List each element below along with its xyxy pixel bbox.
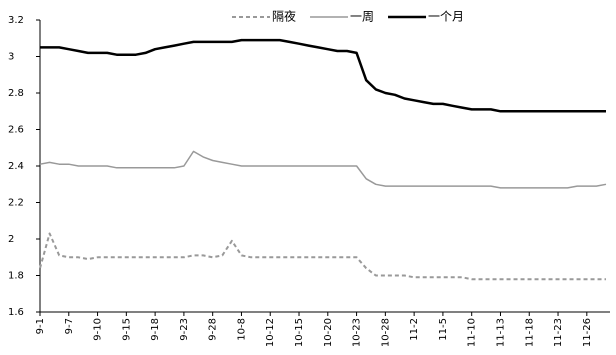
- x-tick-label: 11-23: [553, 318, 564, 347]
- x-tick-label: 9-1: [35, 318, 46, 334]
- x-tick-label: 9-15: [121, 318, 132, 341]
- legend-label: 隔夜: [272, 9, 296, 24]
- y-tick-label: 3.2: [8, 15, 24, 26]
- x-tick-label: 10-20: [323, 318, 334, 347]
- x-tick-label: 9-10: [93, 318, 104, 341]
- x-tick-label: 9-23: [179, 318, 190, 341]
- x-tick-label: 9-18: [150, 318, 161, 341]
- y-tick-label: 2.8: [8, 88, 24, 99]
- y-tick-label: 2.4: [8, 161, 24, 172]
- y-tick-label: 1.6: [8, 307, 24, 318]
- y-tick-label: 1.8: [8, 271, 24, 282]
- x-tick-label: 11-26: [582, 318, 593, 347]
- x-tick-label: 11-5: [438, 318, 449, 341]
- x-tick-label: 10-8: [236, 318, 247, 341]
- y-tick-label: 2: [8, 234, 14, 245]
- x-tick-label: 10-28: [380, 318, 391, 347]
- legend-label: 一周: [350, 10, 374, 24]
- y-tick-label: 2.6: [8, 125, 24, 136]
- series-line: [39, 150, 607, 189]
- y-tick-label: 2.2: [8, 198, 24, 209]
- y-tick-label: 3: [8, 52, 14, 63]
- x-tick-label: 10-23: [352, 318, 363, 347]
- x-tick-label: 11-2: [409, 318, 420, 341]
- x-tick-label: 11-18: [524, 318, 535, 347]
- x-tick-label: 10-12: [265, 318, 276, 347]
- x-tick-label: 11-13: [495, 318, 506, 347]
- x-tick-label: 11-10: [467, 318, 478, 347]
- series-line: [39, 232, 606, 281]
- x-tick-label: 9-28: [208, 318, 219, 341]
- series-line: [40, 38, 606, 113]
- x-tick-label: 9-7: [64, 318, 75, 334]
- x-tick-label: 10-15: [294, 318, 305, 347]
- legend-label: 一个月: [428, 10, 464, 24]
